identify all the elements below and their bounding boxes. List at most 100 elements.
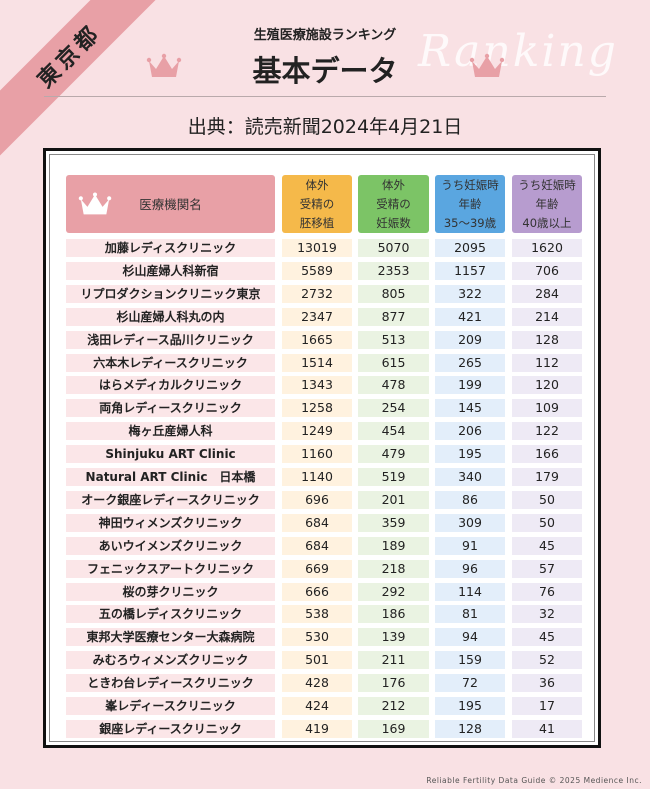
- table-row: 六本木レディースクリニック 1514 615 265 112: [50, 353, 594, 372]
- table-row: オーク銀座レディースクリニック 696 201 86 50: [50, 490, 594, 509]
- value-cell: 666: [282, 582, 352, 601]
- value-cell: 176: [358, 674, 429, 693]
- table-row: 峯レディースクリニック 424 212 195 17: [50, 697, 594, 715]
- value-cell: 2353: [358, 261, 429, 280]
- value-cell: 169: [358, 719, 429, 738]
- value-cell: 50: [512, 490, 582, 509]
- column-header-label: 医療機関名: [139, 196, 202, 212]
- facility-name-cell: 梅ヶ丘産婦人科: [66, 422, 275, 441]
- column-header-embryo-transfer: 体外 受精の 胚移植: [282, 175, 352, 233]
- facility-name-cell: 杉山産婦人科丸の内: [66, 307, 275, 326]
- facility-name-cell: ときわ台レディースクリニック: [66, 674, 275, 693]
- facility-name-cell: 東邦大学医療センター大森病院: [66, 628, 275, 647]
- value-cell: 45: [512, 628, 582, 647]
- data-table: 医療機関名 体外 受精の 胚移植 体外 受精の 妊娠数 うち妊娠時 年齢 35～…: [49, 154, 595, 742]
- value-cell: 32: [512, 605, 582, 624]
- value-cell: 96: [435, 559, 505, 578]
- value-cell: 201: [358, 490, 429, 509]
- value-cell: 1157: [435, 261, 505, 280]
- crown-icon: [469, 53, 505, 77]
- copyright-footer: Reliable Fertility Data Guide © 2025 Med…: [426, 776, 642, 785]
- column-header-age-40-plus: うち妊娠時 年齢 40歳以上: [512, 175, 582, 233]
- value-cell: 166: [512, 445, 582, 464]
- facility-name-cell: オーク銀座レディースクリニック: [66, 490, 275, 509]
- value-cell: 206: [435, 422, 505, 441]
- value-cell: 120: [512, 376, 582, 395]
- value-cell: 696: [282, 490, 352, 509]
- value-cell: 519: [358, 468, 429, 486]
- facility-name-cell: あいウイメンズクリニック: [66, 536, 275, 555]
- value-cell: 145: [435, 399, 505, 418]
- value-cell: 254: [358, 399, 429, 418]
- value-cell: 419: [282, 719, 352, 738]
- value-cell: 2347: [282, 307, 352, 326]
- value-cell: 309: [435, 513, 505, 532]
- facility-name-cell: Shinjuku ART Clinic: [66, 445, 275, 464]
- value-cell: 805: [358, 284, 429, 303]
- table-row: フェニックスアートクリニック 669 218 96 57: [50, 559, 594, 578]
- facility-name-cell: 杉山産婦人科新宿: [66, 261, 275, 280]
- value-cell: 1620: [512, 239, 582, 257]
- facility-name-cell: 両角レディースクリニック: [66, 399, 275, 418]
- value-cell: 179: [512, 468, 582, 486]
- value-cell: 76: [512, 582, 582, 601]
- value-cell: 706: [512, 261, 582, 280]
- value-cell: 1514: [282, 353, 352, 372]
- crown-icon: [146, 53, 182, 77]
- value-cell: 186: [358, 605, 429, 624]
- crown-icon: [78, 192, 112, 215]
- value-cell: 292: [358, 582, 429, 601]
- table-row: 杉山産婦人科丸の内 2347 877 421 214: [50, 307, 594, 326]
- value-cell: 1258: [282, 399, 352, 418]
- table-row: 東邦大学医療センター大森病院 530 139 94 45: [50, 628, 594, 647]
- value-cell: 94: [435, 628, 505, 647]
- value-cell: 340: [435, 468, 505, 486]
- value-cell: 218: [358, 559, 429, 578]
- value-cell: 479: [358, 445, 429, 464]
- value-cell: 5589: [282, 261, 352, 280]
- value-cell: 91: [435, 536, 505, 555]
- value-cell: 454: [358, 422, 429, 441]
- divider: [44, 96, 606, 97]
- value-cell: 50: [512, 513, 582, 532]
- facility-name-cell: はらメディカルクリニック: [66, 376, 275, 395]
- table-row: 五の橋レディスクリニック 538 186 81 32: [50, 605, 594, 624]
- page-title: 基本データ: [252, 54, 398, 88]
- table-row: 浅田レディース品川クリニック 1665 513 209 128: [50, 330, 594, 349]
- table-row: Shinjuku ART Clinic 1160 479 195 166: [50, 445, 594, 464]
- facility-name-cell: 神田ウィメンズクリニック: [66, 513, 275, 532]
- facility-name-cell: リプロダクションクリニック東京: [66, 284, 275, 303]
- value-cell: 17: [512, 697, 582, 715]
- table-row: リプロダクションクリニック東京 2732 805 322 284: [50, 284, 594, 303]
- facility-name-cell: Natural ART Clinic 日本橋: [66, 468, 275, 486]
- value-cell: 159: [435, 651, 505, 670]
- value-cell: 1249: [282, 422, 352, 441]
- table-row: 梅ヶ丘産婦人科 1249 454 206 122: [50, 422, 594, 441]
- value-cell: 81: [435, 605, 505, 624]
- value-cell: 513: [358, 330, 429, 349]
- value-cell: 195: [435, 697, 505, 715]
- value-cell: 199: [435, 376, 505, 395]
- facility-name-cell: フェニックスアートクリニック: [66, 559, 275, 578]
- table-row: 銀座レディースクリニック 419 169 128 41: [50, 719, 594, 738]
- value-cell: 684: [282, 513, 352, 532]
- facility-name-cell: 加藤レディスクリニック: [66, 239, 275, 257]
- value-cell: 421: [435, 307, 505, 326]
- value-cell: 501: [282, 651, 352, 670]
- table-row: あいウイメンズクリニック 684 189 91 45: [50, 536, 594, 555]
- value-cell: 36: [512, 674, 582, 693]
- table-row: ときわ台レディースクリニック 428 176 72 36: [50, 674, 594, 693]
- column-header-age-35-39: うち妊娠時 年齢 35～39歳: [435, 175, 505, 233]
- value-cell: 41: [512, 719, 582, 738]
- value-cell: 211: [358, 651, 429, 670]
- facility-name-cell: 銀座レディースクリニック: [66, 719, 275, 738]
- table-row: はらメディカルクリニック 1343 478 199 120: [50, 376, 594, 395]
- value-cell: 2095: [435, 239, 505, 257]
- value-cell: 428: [282, 674, 352, 693]
- table-row: 桜の芽クリニック 666 292 114 76: [50, 582, 594, 601]
- value-cell: 112: [512, 353, 582, 372]
- value-cell: 877: [358, 307, 429, 326]
- value-cell: 669: [282, 559, 352, 578]
- region-label: 東京都: [33, 20, 107, 94]
- value-cell: 424: [282, 697, 352, 715]
